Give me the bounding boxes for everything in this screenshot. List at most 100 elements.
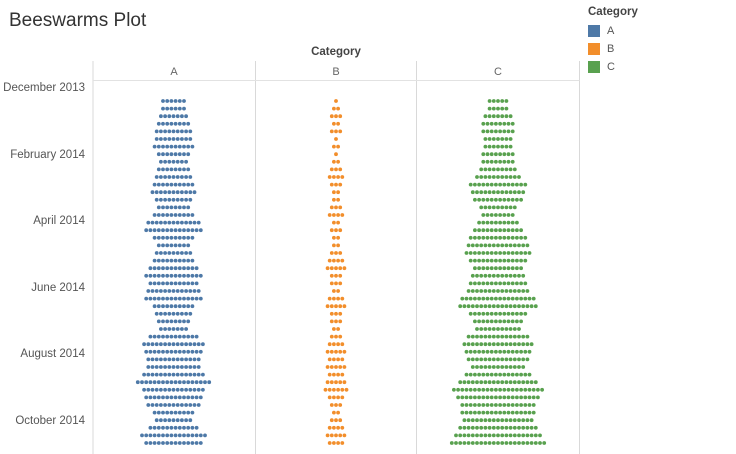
dot-a[interactable] [161, 281, 165, 286]
dot-b[interactable] [332, 357, 336, 362]
dot-c[interactable] [500, 327, 505, 331]
dot-b[interactable] [329, 380, 334, 385]
dot-a[interactable] [196, 289, 201, 293]
dot-c[interactable] [506, 228, 511, 233]
dot-a[interactable] [192, 365, 197, 369]
dot-a[interactable] [167, 190, 172, 195]
dot-b[interactable] [340, 357, 345, 362]
dot-b[interactable] [334, 266, 338, 271]
dot-a[interactable] [177, 235, 182, 240]
dot-c[interactable] [483, 289, 488, 293]
dot-a[interactable] [169, 273, 174, 278]
dot-b[interactable] [342, 349, 347, 354]
dot-b[interactable] [336, 342, 340, 347]
dot-c[interactable] [485, 395, 490, 400]
dot-a[interactable] [184, 311, 189, 316]
dot-b[interactable] [327, 441, 332, 445]
dot-c[interactable] [517, 289, 521, 293]
dot-a[interactable] [165, 425, 170, 430]
dot-c[interactable] [479, 334, 484, 339]
dot-a[interactable] [140, 380, 144, 385]
dot-c[interactable] [468, 235, 473, 240]
dot-c[interactable] [468, 281, 473, 286]
dot-a[interactable] [194, 266, 199, 271]
dot-c[interactable] [473, 387, 477, 392]
dot-c[interactable] [489, 258, 494, 263]
dot-a[interactable] [188, 129, 193, 134]
dot-a[interactable] [171, 403, 176, 407]
dot-a[interactable] [182, 266, 186, 271]
dot-c[interactable] [475, 441, 479, 445]
dot-a[interactable] [142, 342, 147, 347]
dot-a[interactable] [167, 403, 172, 407]
dot-c[interactable] [491, 167, 496, 172]
dot-c[interactable] [475, 304, 479, 309]
dot-c[interactable] [475, 334, 479, 339]
dot-b[interactable] [336, 175, 340, 179]
dot-c[interactable] [504, 114, 509, 119]
dot-a[interactable] [190, 304, 195, 309]
dot-c[interactable] [508, 273, 513, 278]
dot-b[interactable] [338, 349, 343, 354]
dot-a[interactable] [177, 380, 182, 385]
dot-c[interactable] [468, 251, 473, 255]
dot-c[interactable] [510, 213, 515, 217]
dot-a[interactable] [203, 433, 207, 438]
dot-c[interactable] [481, 319, 486, 324]
dot-a[interactable] [190, 441, 195, 445]
dot-a[interactable] [161, 235, 165, 240]
dot-c[interactable] [502, 349, 507, 354]
dot-a[interactable] [159, 220, 163, 225]
dot-c[interactable] [519, 372, 523, 377]
dot-a[interactable] [180, 418, 184, 423]
dot-b[interactable] [334, 114, 338, 119]
dot-c[interactable] [496, 365, 500, 369]
dot-a[interactable] [188, 403, 193, 407]
dot-c[interactable] [496, 273, 500, 278]
dot-a[interactable] [144, 349, 149, 354]
dot-c[interactable] [523, 395, 528, 400]
dot-c[interactable] [510, 372, 515, 377]
dot-c[interactable] [481, 395, 486, 400]
dot-c[interactable] [519, 197, 523, 202]
dot-a[interactable] [177, 213, 182, 217]
dot-c[interactable] [512, 418, 517, 423]
dot-c[interactable] [517, 334, 521, 339]
dot-c[interactable] [519, 395, 523, 400]
dot-c[interactable] [470, 433, 475, 438]
dot-c[interactable] [494, 197, 498, 202]
dot-c[interactable] [468, 349, 473, 354]
dot-b[interactable] [334, 205, 338, 210]
dot-a[interactable] [190, 213, 195, 217]
dot-c[interactable] [491, 365, 496, 369]
dot-c[interactable] [483, 380, 488, 385]
dot-a[interactable] [161, 433, 165, 438]
dot-c[interactable] [502, 251, 507, 255]
dot-c[interactable] [485, 349, 490, 354]
dot-c[interactable] [500, 342, 505, 347]
dot-c[interactable] [523, 403, 528, 407]
dot-c[interactable] [468, 182, 473, 187]
dot-c[interactable] [506, 281, 511, 286]
dot-b[interactable] [332, 387, 336, 392]
dot-c[interactable] [485, 266, 490, 271]
dot-a[interactable] [152, 334, 157, 339]
dot-a[interactable] [173, 380, 178, 385]
dot-a[interactable] [196, 357, 201, 362]
dot-b[interactable] [332, 190, 336, 195]
dot-c[interactable] [527, 395, 532, 400]
dot-c[interactable] [498, 281, 502, 286]
dot-c[interactable] [473, 311, 477, 316]
dot-a[interactable] [198, 380, 203, 385]
dot-c[interactable] [489, 403, 494, 407]
dot-c[interactable] [525, 334, 530, 339]
dot-c[interactable] [458, 441, 463, 445]
dot-b[interactable] [338, 114, 343, 119]
legend-item-a[interactable]: A [588, 22, 638, 40]
dot-c[interactable] [517, 273, 521, 278]
dot-a[interactable] [190, 281, 195, 286]
dot-a[interactable] [180, 387, 184, 392]
dot-c[interactable] [504, 380, 509, 385]
dot-c[interactable] [483, 175, 488, 179]
dot-a[interactable] [150, 289, 155, 293]
